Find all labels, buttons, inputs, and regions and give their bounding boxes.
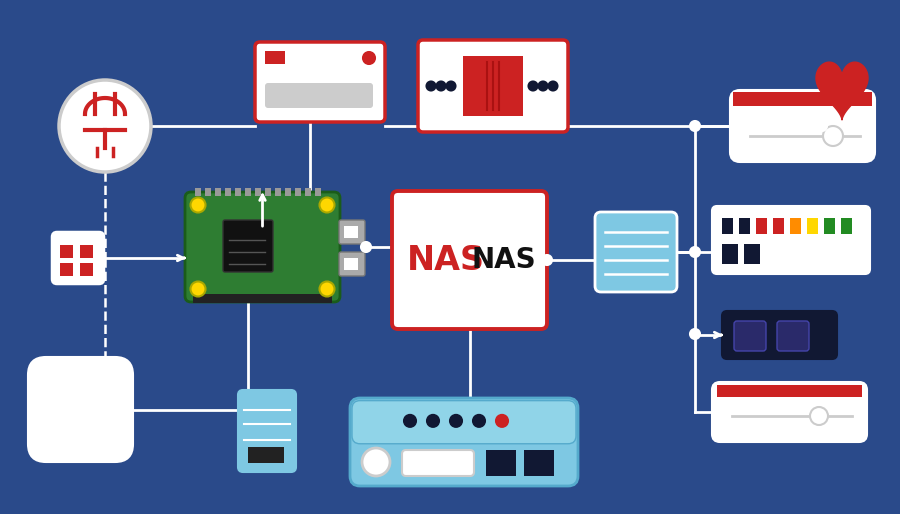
Bar: [524, 450, 554, 476]
FancyBboxPatch shape: [418, 40, 568, 132]
FancyBboxPatch shape: [339, 252, 365, 276]
Circle shape: [817, 121, 827, 131]
Polygon shape: [816, 62, 868, 120]
FancyBboxPatch shape: [595, 212, 677, 292]
Bar: [265, 51, 285, 64]
Bar: [275, 188, 281, 196]
Bar: [744, 244, 760, 264]
Bar: [344, 226, 358, 238]
Bar: [722, 244, 738, 264]
Circle shape: [496, 415, 508, 427]
Circle shape: [690, 247, 700, 257]
Bar: [739, 218, 750, 234]
FancyBboxPatch shape: [350, 398, 578, 486]
FancyBboxPatch shape: [734, 321, 766, 351]
Bar: [235, 188, 241, 196]
Bar: [463, 56, 523, 116]
FancyBboxPatch shape: [339, 220, 365, 244]
Circle shape: [363, 52, 375, 64]
Circle shape: [823, 126, 843, 146]
Circle shape: [542, 255, 552, 265]
Circle shape: [362, 448, 390, 476]
Bar: [245, 188, 251, 196]
Bar: [215, 188, 221, 196]
FancyBboxPatch shape: [777, 321, 809, 351]
FancyBboxPatch shape: [392, 191, 547, 329]
Circle shape: [320, 282, 335, 297]
Circle shape: [436, 82, 446, 90]
FancyBboxPatch shape: [402, 450, 474, 476]
Circle shape: [446, 82, 455, 90]
Circle shape: [538, 82, 547, 90]
Circle shape: [361, 242, 371, 252]
FancyBboxPatch shape: [352, 400, 576, 444]
Bar: [790, 218, 801, 234]
Circle shape: [690, 329, 700, 339]
FancyBboxPatch shape: [255, 42, 385, 122]
Bar: [248, 447, 284, 461]
Circle shape: [810, 407, 828, 425]
Text: NAS: NAS: [472, 246, 536, 274]
Bar: [841, 218, 852, 234]
Circle shape: [548, 82, 557, 90]
Circle shape: [191, 282, 205, 297]
Circle shape: [427, 82, 436, 90]
Bar: [486, 450, 516, 476]
FancyBboxPatch shape: [265, 83, 373, 108]
Bar: [295, 188, 301, 196]
Text: NAS: NAS: [408, 244, 485, 277]
Bar: [60, 245, 73, 258]
Circle shape: [427, 415, 439, 427]
Bar: [807, 218, 818, 234]
Bar: [824, 218, 835, 234]
Circle shape: [404, 415, 416, 427]
FancyBboxPatch shape: [238, 390, 296, 472]
Bar: [733, 92, 872, 106]
Bar: [80, 263, 93, 276]
Circle shape: [59, 80, 151, 172]
FancyBboxPatch shape: [722, 311, 837, 359]
Bar: [248, 449, 284, 463]
Bar: [773, 218, 784, 234]
Bar: [195, 188, 201, 196]
Bar: [80, 245, 93, 258]
Circle shape: [690, 121, 700, 131]
Bar: [225, 188, 231, 196]
Bar: [315, 188, 321, 196]
FancyBboxPatch shape: [712, 206, 870, 274]
Bar: [722, 218, 733, 234]
Circle shape: [191, 197, 205, 212]
Bar: [305, 188, 311, 196]
Bar: [193, 294, 332, 303]
FancyBboxPatch shape: [223, 220, 273, 272]
Circle shape: [450, 415, 462, 427]
Bar: [717, 385, 862, 397]
Bar: [756, 218, 767, 234]
Circle shape: [320, 197, 335, 212]
FancyBboxPatch shape: [730, 90, 875, 162]
FancyBboxPatch shape: [28, 357, 133, 462]
Bar: [255, 188, 261, 196]
Bar: [205, 188, 211, 196]
Bar: [285, 188, 291, 196]
Bar: [344, 258, 358, 270]
FancyBboxPatch shape: [52, 232, 104, 284]
Circle shape: [473, 415, 485, 427]
FancyBboxPatch shape: [712, 382, 867, 442]
Circle shape: [528, 82, 537, 90]
FancyBboxPatch shape: [185, 192, 340, 302]
Bar: [60, 263, 73, 276]
Bar: [265, 188, 271, 196]
